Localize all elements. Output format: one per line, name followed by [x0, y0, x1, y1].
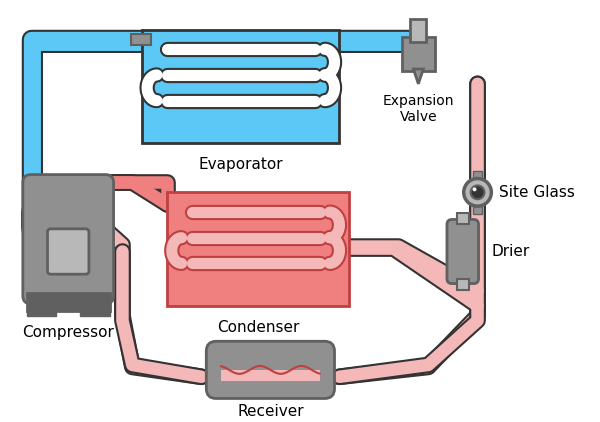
FancyBboxPatch shape [27, 308, 56, 316]
FancyBboxPatch shape [167, 192, 349, 306]
FancyBboxPatch shape [23, 175, 113, 304]
Text: Site Glass: Site Glass [499, 185, 575, 200]
FancyBboxPatch shape [447, 219, 479, 284]
Text: Drier: Drier [491, 244, 530, 259]
FancyBboxPatch shape [47, 229, 89, 274]
FancyBboxPatch shape [142, 30, 340, 143]
Circle shape [473, 187, 476, 191]
Polygon shape [413, 69, 423, 84]
Text: Receiver: Receiver [237, 404, 304, 419]
Circle shape [137, 35, 147, 44]
Circle shape [464, 179, 491, 206]
FancyBboxPatch shape [80, 308, 110, 316]
FancyBboxPatch shape [131, 33, 151, 46]
FancyBboxPatch shape [473, 206, 482, 214]
FancyBboxPatch shape [457, 213, 469, 225]
Text: Evaporator: Evaporator [199, 157, 283, 172]
FancyBboxPatch shape [473, 170, 482, 179]
FancyBboxPatch shape [221, 370, 320, 381]
FancyBboxPatch shape [27, 293, 110, 311]
Text: Expansion
Valve: Expansion Valve [383, 94, 454, 124]
FancyBboxPatch shape [206, 341, 335, 398]
Text: Condenser: Condenser [217, 319, 299, 335]
FancyBboxPatch shape [457, 279, 469, 290]
Circle shape [470, 185, 484, 199]
FancyBboxPatch shape [410, 19, 426, 43]
Text: Compressor: Compressor [22, 325, 114, 341]
FancyBboxPatch shape [401, 38, 435, 71]
